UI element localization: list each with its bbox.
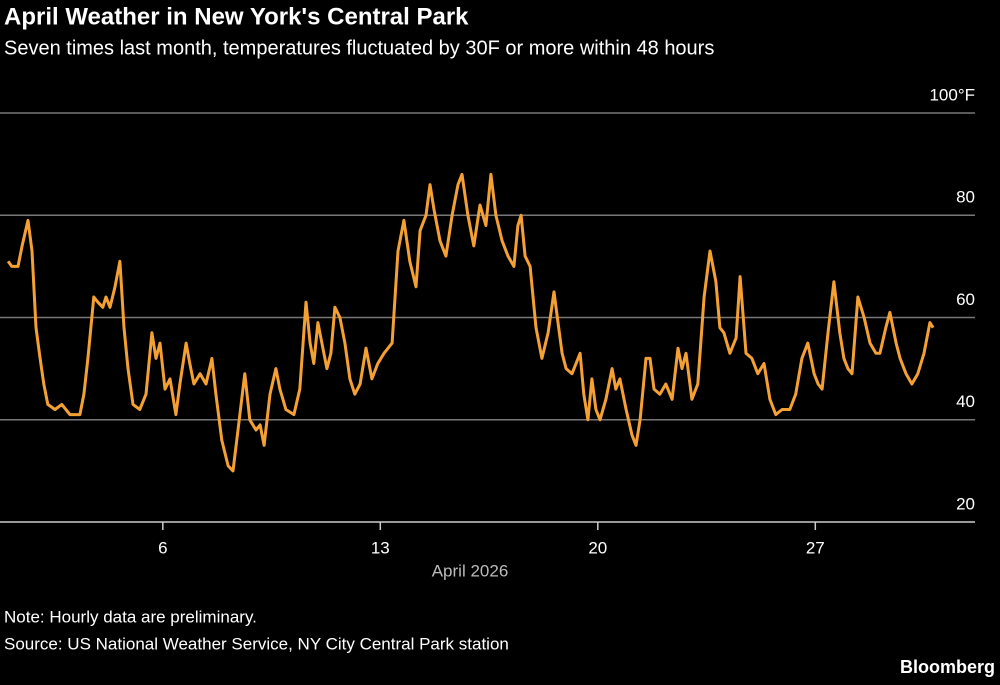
temperature-line <box>6 172 935 473</box>
y-tick-label: 100°F <box>929 85 975 104</box>
y-tick-label: 80 <box>956 188 975 207</box>
y-tick-label: 20 <box>956 494 975 513</box>
x-tick-label: 27 <box>806 538 825 557</box>
note: Note: Hourly data are preliminary. <box>4 607 257 626</box>
x-tick-label: 13 <box>371 538 390 557</box>
x-tick-label: 6 <box>158 538 167 557</box>
chart-subtitle: Seven times last month, temperatures flu… <box>4 37 714 59</box>
x-axis-label: April 2026 <box>432 561 509 580</box>
x-tick-label: 20 <box>588 538 607 557</box>
y-tick-label: 40 <box>956 392 975 411</box>
logo: Bloomberg <box>900 657 995 677</box>
source: Source: US National Weather Service, NY … <box>4 634 509 653</box>
y-tick-label: 60 <box>956 290 975 309</box>
chart-title: April Weather in New York's Central Park <box>4 3 469 30</box>
